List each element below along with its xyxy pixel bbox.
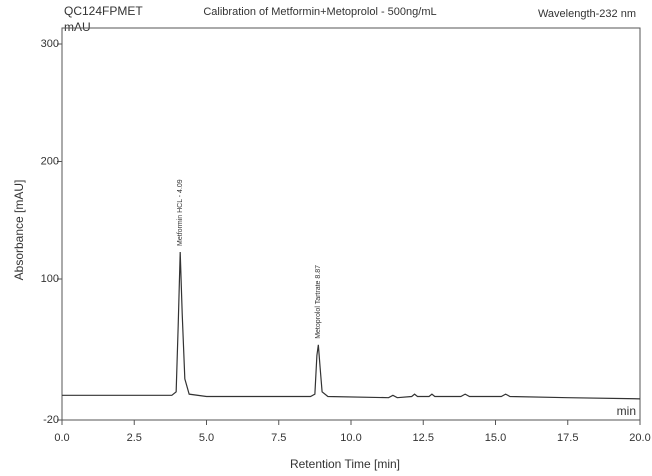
peak-label: Metoprolol Tartrate 8.87 [315,265,322,339]
wavelength: Wavelength-232 nm [538,8,636,20]
y-tick-label: -20 [43,414,59,426]
x-axis-title: Retention Time [min] [290,457,400,471]
x-unit: min [617,404,636,418]
plot-frame [61,27,641,421]
y-axis-title: Absorbance [mAU] [12,180,26,281]
sample-id: QC124FPMET [64,4,143,18]
x-tick-label: 12.5 [413,432,434,444]
y-tick-label: 300 [41,38,59,50]
chart-title: Calibration of Metformin+Metoprolol - 50… [203,6,436,18]
x-tick-label: 20.0 [629,432,650,444]
y-tick-label: 200 [41,155,59,167]
x-tick-label: 2.5 [127,432,142,444]
x-tick-label: 10.0 [340,432,361,444]
peak-label: Metformin HCL - 4.09 [177,179,184,246]
x-tick-label: 15.0 [485,432,506,444]
x-tick-label: 17.5 [557,432,578,444]
x-tick-label: 0.0 [54,432,69,444]
y-unit: mAU [64,20,91,34]
chromatogram-line [62,251,641,400]
y-tick-label: 100 [41,273,59,285]
x-tick-label: 5.0 [199,432,214,444]
x-tick-label: 7.5 [271,432,286,444]
